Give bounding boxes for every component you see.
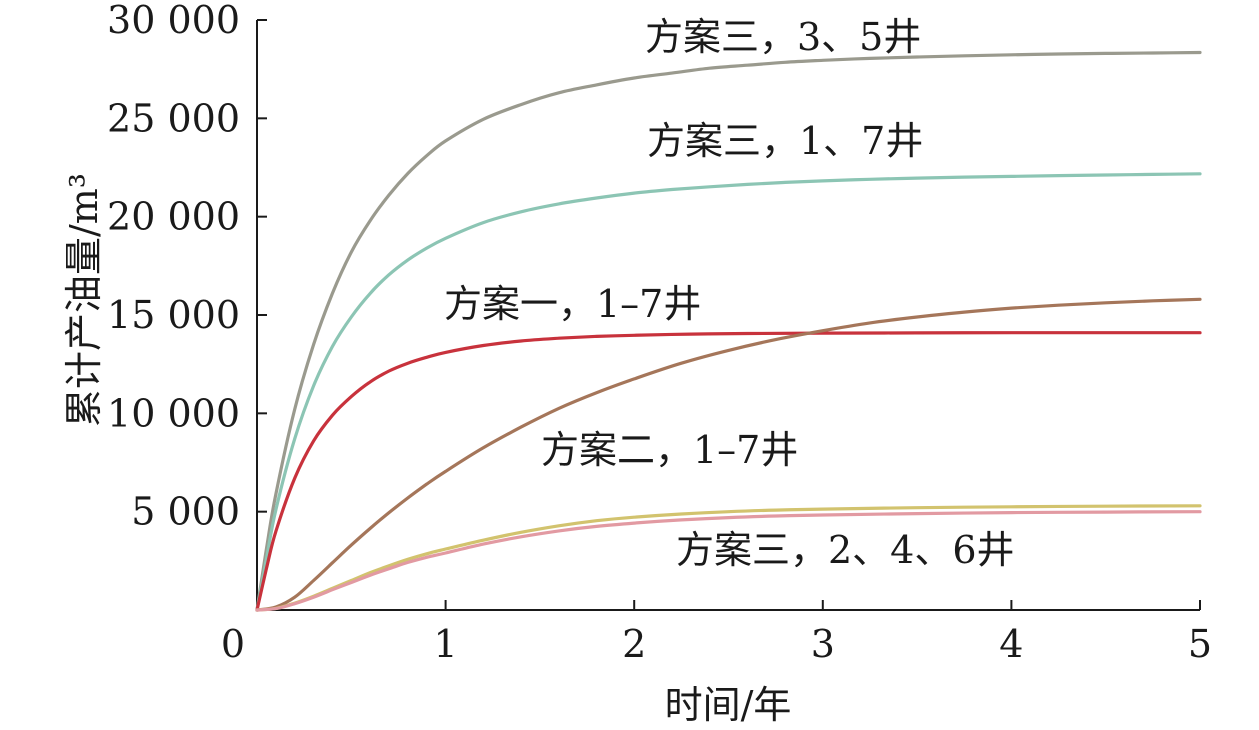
series-label-scheme2-wells-1-7: 方案二，1–7井 xyxy=(541,428,798,472)
series-line-1 xyxy=(255,172,1202,612)
x-tick-label: 5 xyxy=(1188,622,1212,666)
series-label-scheme3-wells-2-4-6: 方案三，2、4、6井 xyxy=(676,528,1015,572)
x-tick-label: 4 xyxy=(999,622,1023,666)
series-label-scheme3-wells-3-5: 方案三，3、5井 xyxy=(645,15,921,59)
series-line-3 xyxy=(255,297,1202,612)
x-tick-label: 3 xyxy=(811,622,835,666)
series-line-0 xyxy=(255,50,1202,612)
series-line-2 xyxy=(255,331,1202,612)
y-tick-label: 25 000 xyxy=(107,96,240,140)
y-axis-title: 累计产油量/m³ xyxy=(62,173,106,427)
series-label-scheme1-wells-1-7: 方案一，1–7井 xyxy=(444,282,701,326)
series-labels: 方案三，3、5井 方案三，1、7井 方案一，1–7井 方案二，1–7井 方案三，… xyxy=(444,15,1015,572)
series-group xyxy=(255,50,1202,612)
y-tick-label: 10 000 xyxy=(107,391,240,435)
y-tick-label: 30 000 xyxy=(107,0,240,42)
y-tick-label: 15 000 xyxy=(107,293,240,337)
x-tick-label: 2 xyxy=(622,622,646,666)
x-tick-label: 1 xyxy=(434,622,458,666)
y-tick-label: 20 000 xyxy=(107,195,240,239)
ticks: 0 1 2 3 4 5 5 000 10 000 15 000 20 000 25 000 30 00… xyxy=(107,0,1212,666)
series-label-scheme3-wells-1-7: 方案三，1、7井 xyxy=(647,119,923,163)
series-line-5 xyxy=(255,510,1202,612)
x-axis-title: 时间/年 xyxy=(665,683,792,727)
x-tick-label: 0 xyxy=(221,622,245,666)
y-tick-label: 5 000 xyxy=(131,490,240,534)
axes xyxy=(256,20,1200,611)
